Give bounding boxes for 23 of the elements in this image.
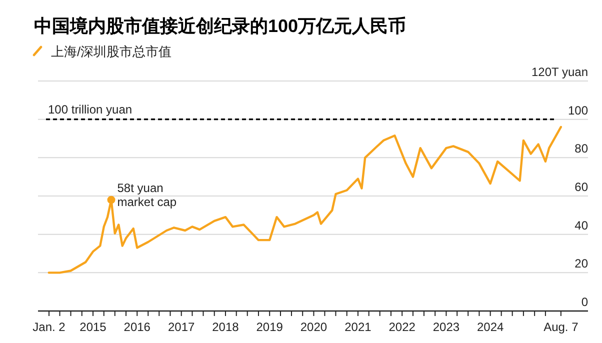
y-tick-label: 60 — [574, 180, 588, 194]
x-tick-label: 2018 — [212, 320, 240, 334]
x-tick-label: 2020 — [300, 320, 328, 334]
x-tick-label: 2019 — [256, 320, 284, 334]
y-tick-label: 80 — [574, 142, 588, 156]
x-tick-label: 2024 — [476, 320, 504, 334]
y-tick-label: 0 — [581, 295, 588, 309]
y-tick-label: 20 — [574, 256, 588, 271]
ref-line-label: 100 trillion yuan — [48, 102, 132, 116]
x-tick-label: 2015 — [80, 320, 107, 334]
x-tick-label: 2016 — [124, 320, 151, 334]
annotation: 58t yuan market cap — [117, 180, 177, 209]
x-tick-label: Jan. 2 — [32, 320, 66, 334]
x-tick-label: 2023 — [432, 320, 460, 334]
y-tick-label: 120T yuan — [532, 65, 588, 79]
x-tick-label: 2021 — [344, 320, 372, 334]
x-tick-label: Aug. 7 — [544, 320, 579, 334]
x-tick-label: 2017 — [168, 320, 196, 334]
x-tick-label: 2022 — [388, 320, 416, 334]
chart-title: 中国境内股市值接近创纪录的100万亿元人民币 — [34, 16, 406, 36]
y-tick-label: 40 — [574, 218, 588, 232]
y-tick-label: 100 — [568, 103, 588, 118]
legend-label: 上海/深圳股市总市值 — [51, 44, 172, 59]
